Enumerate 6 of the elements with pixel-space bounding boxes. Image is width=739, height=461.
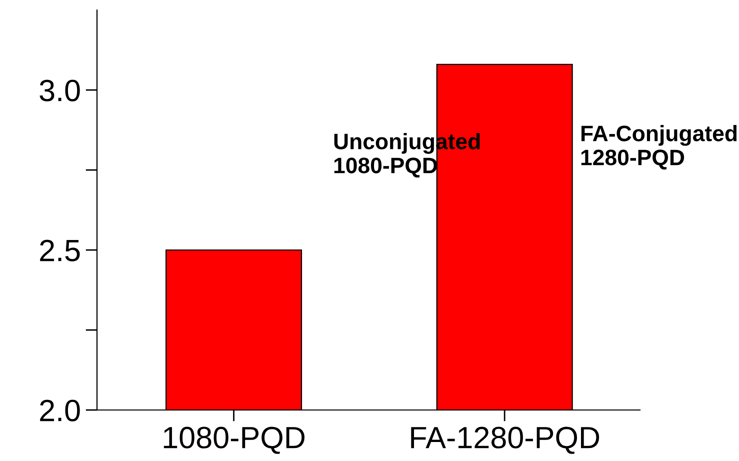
x-tick-label: 1080-PQD bbox=[164, 426, 304, 454]
annotation: FA-Conjugated 1280-PQD bbox=[581, 125, 737, 170]
x-tick-label: FA-1280-PQD bbox=[411, 426, 600, 454]
y-tick-label: 2.0 bbox=[40, 400, 80, 422]
y-tick-label: 2.5 bbox=[40, 240, 80, 262]
y-tick-label: 3.0 bbox=[40, 80, 80, 102]
